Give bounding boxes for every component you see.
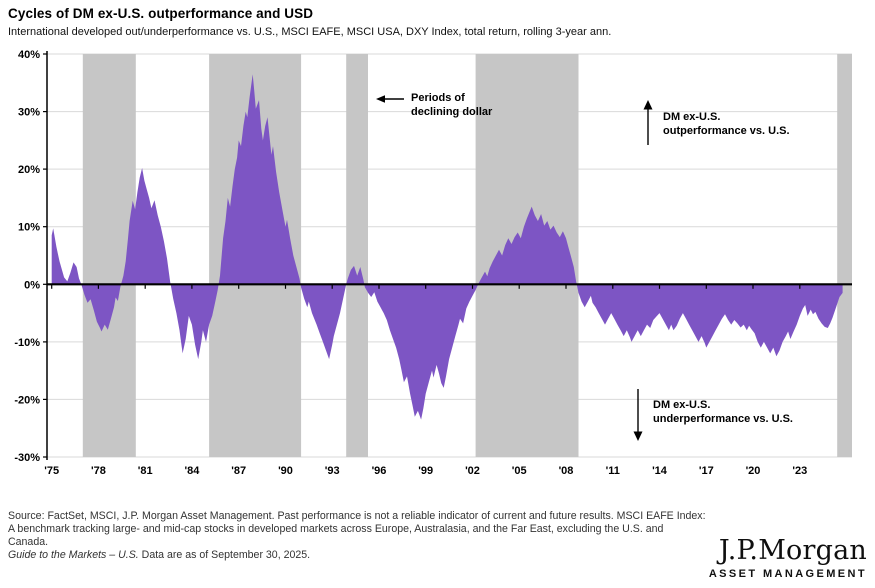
outperformance-label-line2: outperformance vs. U.S. xyxy=(663,124,790,137)
declining-dollar-label-line1: Periods of xyxy=(411,92,465,104)
y-axis-tick-label: 0% xyxy=(24,279,40,291)
y-axis-tick-label: 10% xyxy=(18,222,40,234)
x-axis-tick-label: '87 xyxy=(231,465,246,477)
down-arrow-icon xyxy=(633,389,643,441)
x-axis-tick-label: '78 xyxy=(91,465,106,477)
x-axis-tick-label: '11 xyxy=(606,465,620,477)
x-axis-tick-label: '20 xyxy=(746,465,761,477)
x-axis-tick-label: '96 xyxy=(372,465,387,477)
x-axis-tick-label: '90 xyxy=(278,465,293,477)
x-axis-tick-label: '75 xyxy=(44,465,59,477)
x-axis-tick-label: '08 xyxy=(559,465,574,477)
declining-dollar-band xyxy=(346,54,368,457)
declining-dollar-label-line2: declining dollar xyxy=(411,105,493,118)
source-line-4: Guide to the Markets – U.S. Data are as … xyxy=(8,549,748,562)
source-line-1: Source: FactSet, MSCI, J.P. Morgan Asset… xyxy=(8,510,706,522)
x-axis-tick-label: '99 xyxy=(418,465,433,477)
outperformance-annotation: DM ex-U.S. outperformance vs. U.S. xyxy=(642,100,790,146)
x-axis-tick-label: '81 xyxy=(138,465,153,477)
y-axis-tick-label: -10% xyxy=(14,337,40,349)
jpmorgan-wordmark: J.P.Morgan xyxy=(718,535,867,566)
source-line-2: A benchmark tracking large- and mid-cap … xyxy=(8,523,664,535)
y-axis-tick-label: 20% xyxy=(18,164,40,176)
up-arrow-icon xyxy=(643,100,653,145)
y-axis-tick-label: 30% xyxy=(18,107,40,119)
x-axis-tick-label: '17 xyxy=(699,465,714,477)
x-axis-tick-label: '23 xyxy=(792,465,807,477)
page-title: Cycles of DM ex-U.S. outperformance and … xyxy=(8,6,314,21)
gtm-reference: Guide to the Markets – U.S. xyxy=(8,549,139,561)
y-axis-tick-label: -20% xyxy=(14,394,40,406)
data-as-of: Data are as of September 30, 2025. xyxy=(138,549,311,561)
chart-subtitle: International developed out/underperform… xyxy=(8,26,612,38)
outperformance-label-line1: DM ex-U.S. xyxy=(663,111,721,123)
declining-dollar-band xyxy=(837,54,852,457)
underperformance-label-line1: DM ex-U.S. xyxy=(653,399,711,411)
jpmorgan-logo: J.P.Morgan ASSET MANAGEMENT xyxy=(708,535,867,581)
left-arrow-icon xyxy=(376,95,404,103)
y-axis-tick-label: -30% xyxy=(14,452,40,464)
asset-management-label: ASSET MANAGEMENT xyxy=(708,568,867,580)
y-axis-tick-label: 40% xyxy=(18,49,40,61)
underperformance-annotation: DM ex-U.S. underperformance vs. U.S. xyxy=(632,389,793,441)
relative-performance-area xyxy=(51,74,843,420)
x-axis-tick-label: '02 xyxy=(465,465,480,477)
source-note: Source: FactSet, MSCI, J.P. Morgan Asset… xyxy=(8,510,748,562)
x-axis-tick-label: '93 xyxy=(325,465,340,477)
x-axis-tick-label: '14 xyxy=(652,465,668,477)
source-line-3: Canada. xyxy=(8,536,49,548)
underperformance-label-line2: underperformance vs. U.S. xyxy=(653,412,793,425)
declining-dollar-annotation: Periods of declining dollar xyxy=(376,92,492,119)
performance-area-chart: 40% 30% 20% 10% 0% -10% -20% -30% '75 '78 '81 '84 '8… xyxy=(14,49,852,477)
x-axis-tick-label: '05 xyxy=(512,465,527,477)
x-axis-tick-label: '84 xyxy=(184,465,200,477)
